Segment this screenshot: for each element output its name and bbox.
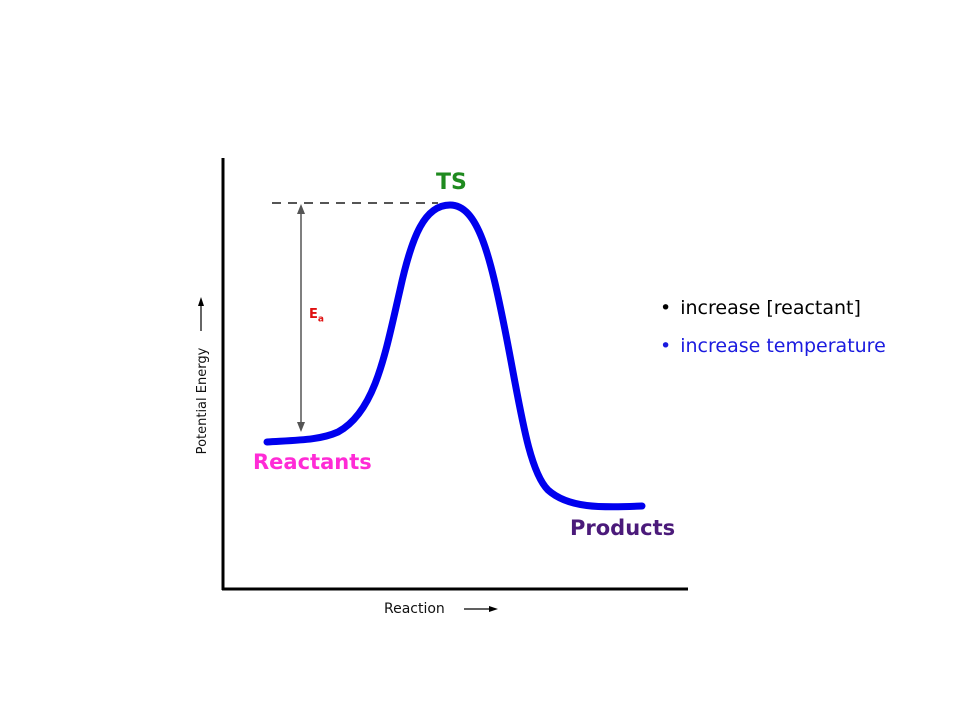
x-axis-arrow-head: [489, 606, 498, 612]
note-text: increase [reactant]: [680, 297, 861, 319]
x-axis-label: Reaction: [384, 601, 445, 617]
notes-list: • increase [reactant] • increase temperatu…: [660, 298, 886, 374]
energy-curve: [263, 201, 646, 511]
activation-energy-label: Ea: [309, 307, 324, 325]
ts-label: TS: [436, 170, 467, 195]
ea-subscript: a: [317, 314, 324, 325]
y-axis-arrow-head: [198, 297, 204, 306]
ea-arrow-head-bottom: [297, 422, 305, 432]
bullet-icon: •: [660, 297, 672, 319]
ea-arrow-head-top: [297, 204, 305, 214]
note-item: • increase [reactant]: [660, 298, 886, 318]
products-label: Products: [570, 516, 676, 540]
note-item: • increase temperature: [660, 336, 886, 356]
ea-main: E: [309, 307, 318, 322]
bullet-icon: •: [660, 335, 672, 357]
note-text: increase temperature: [680, 335, 886, 357]
reactants-label: Reactants: [253, 450, 372, 474]
y-axis-label: Potential Energy: [195, 347, 210, 455]
